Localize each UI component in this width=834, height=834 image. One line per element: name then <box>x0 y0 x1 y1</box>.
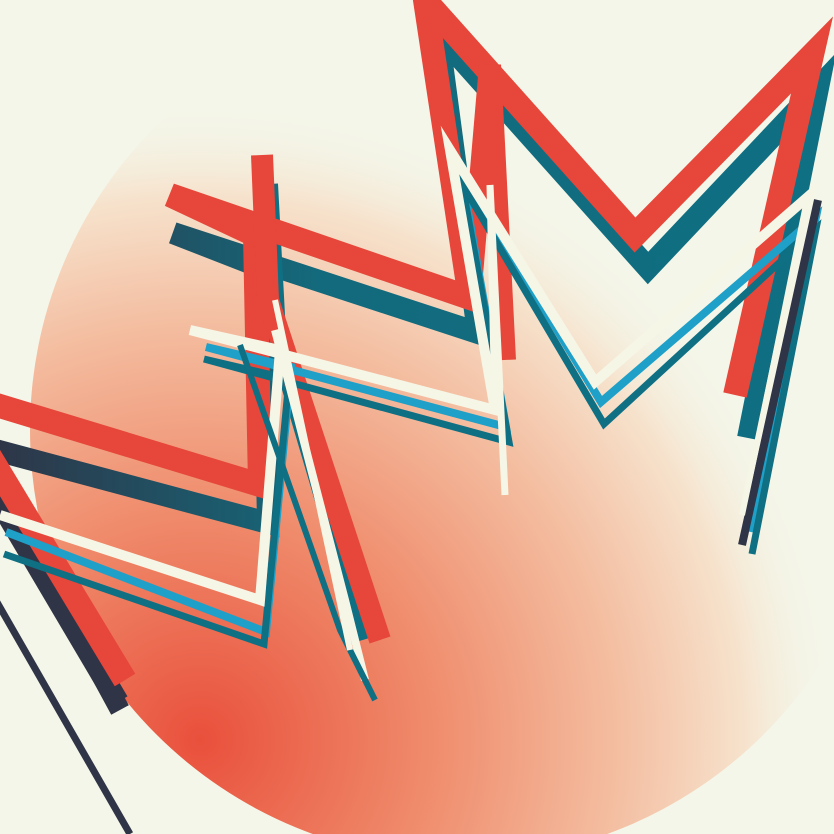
right-vertical-strokes <box>738 199 822 546</box>
cream-zigzag-shadow <box>2 151 823 649</box>
crossing-strokes <box>237 299 378 702</box>
